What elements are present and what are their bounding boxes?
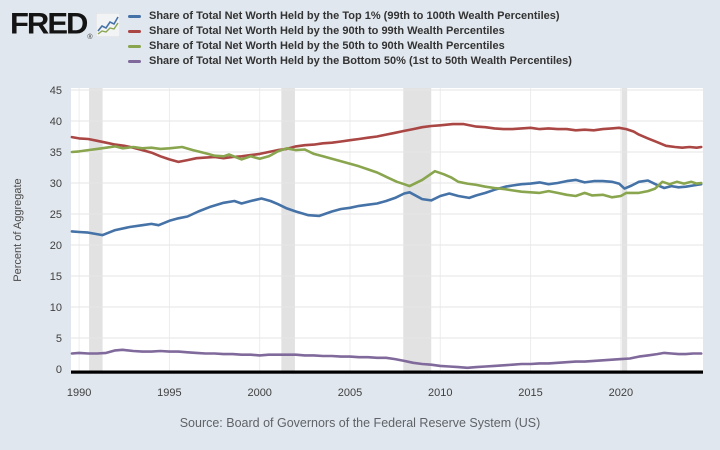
- legend-item-90th-to-99th[interactable]: Share of Total Net Worth Held by the 90t…: [128, 24, 572, 39]
- legend-swatch-90th-to-99th: [128, 30, 141, 33]
- legend-item-top-1-percent[interactable]: Share of Total Net Worth Held by the Top…: [128, 9, 572, 24]
- y-tick-label: 20: [50, 240, 62, 252]
- recession-band: [281, 88, 295, 373]
- legend-swatch-50th-to-90th: [128, 45, 141, 48]
- legend-label: Share of Total Net Worth Held by the 90t…: [149, 25, 505, 37]
- legend-swatch-bottom-50-percent: [128, 60, 141, 63]
- fred-logo-text: FRED: [10, 6, 88, 41]
- x-tick-label: 2000: [247, 387, 271, 399]
- fred-logo[interactable]: FRED ®: [10, 6, 121, 42]
- y-tick-label: 40: [50, 116, 62, 128]
- y-tick-label: 15: [50, 271, 62, 283]
- y-tick-label: 35: [50, 147, 62, 159]
- y-tick-label: 30: [50, 178, 62, 190]
- plot-area: [71, 88, 703, 373]
- x-tick-label: 2010: [428, 387, 452, 399]
- registered-trademark-icon: ®: [87, 34, 93, 41]
- y-tick-label: 25: [50, 209, 62, 221]
- y-tick-label: 5: [56, 333, 62, 345]
- recession-band: [403, 88, 432, 373]
- recession-band: [621, 88, 628, 373]
- series-line-top-1-percent: [70, 178, 703, 237]
- legend-item-50th-to-90th[interactable]: Share of Total Net Worth Held by the 50t…: [128, 39, 572, 54]
- series-line-50th-to-90th: [70, 145, 703, 199]
- legend-label: Share of Total Net Worth Held by the 50t…: [149, 40, 505, 52]
- series-line-bottom-50-percent: [70, 348, 703, 370]
- x-tick-label: 2005: [338, 387, 362, 399]
- x-tick-label: 1995: [157, 387, 181, 399]
- legend-swatch-top-1-percent: [128, 15, 141, 18]
- y-tick-label: 10: [50, 302, 62, 314]
- x-tick-label: 1990: [67, 387, 91, 399]
- legend-item-bottom-50-percent[interactable]: Share of Total Net Worth Held by the Bot…: [128, 54, 572, 69]
- x-tick-label: 2015: [518, 387, 542, 399]
- x-axis-line: [71, 370, 703, 374]
- series-line-90th-to-99th: [70, 122, 703, 164]
- legend-label: Share of Total Net Worth Held by the Top…: [149, 10, 560, 22]
- fred-logo-chart-icon: [95, 12, 121, 42]
- recession-band: [89, 88, 103, 373]
- legend: Share of Total Net Worth Held by the Top…: [128, 9, 572, 69]
- x-tick-label: 2020: [609, 387, 633, 399]
- y-axis-title: Percent of Aggregate: [12, 178, 24, 282]
- y-tick-label: 0: [56, 364, 62, 376]
- y-tick-label: 45: [50, 85, 62, 97]
- source-note: Source: Board of Governors of the Federa…: [179, 416, 541, 430]
- legend-label: Share of Total Net Worth Held by the Bot…: [149, 55, 572, 67]
